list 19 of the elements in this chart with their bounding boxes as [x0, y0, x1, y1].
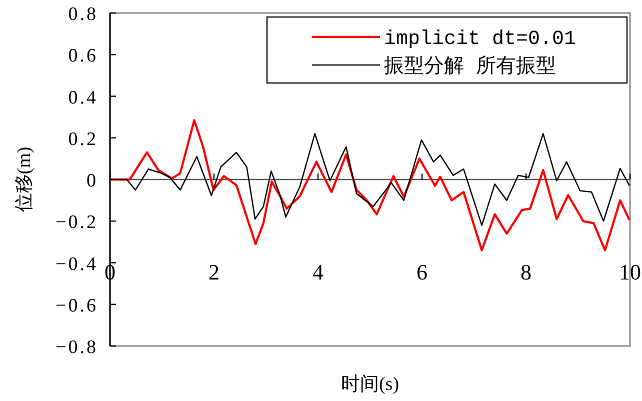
- x-tick-label: 4: [312, 260, 324, 284]
- x-tick-label: 8: [520, 260, 532, 284]
- x-tick-label: 2: [208, 260, 220, 284]
- y-axis-title: 位移(m): [14, 146, 35, 212]
- line-series: [108, 119, 631, 252]
- y-tick-label: −0.2: [56, 212, 98, 234]
- x-tick-label: 6: [416, 260, 428, 284]
- y-tick-label: 0.4: [68, 87, 98, 108]
- x-axis-title: 时间(s): [340, 374, 400, 395]
- y-tick-label: 0.2: [68, 128, 98, 150]
- y-tick-label: 0: [86, 170, 98, 192]
- y-tick-label: 0.6: [68, 46, 98, 67]
- y-tick-label: −0.6: [56, 295, 98, 316]
- legend-label: implicit dt=0.01: [384, 28, 576, 51]
- y-tick-label: −0.8: [56, 337, 98, 358]
- y-tick-label: −0.4: [56, 254, 98, 275]
- y-tick-label: 0.8: [68, 4, 98, 25]
- x-tick-label: 10: [619, 260, 641, 284]
- legend-label: 振型分解 所有振型: [384, 55, 556, 79]
